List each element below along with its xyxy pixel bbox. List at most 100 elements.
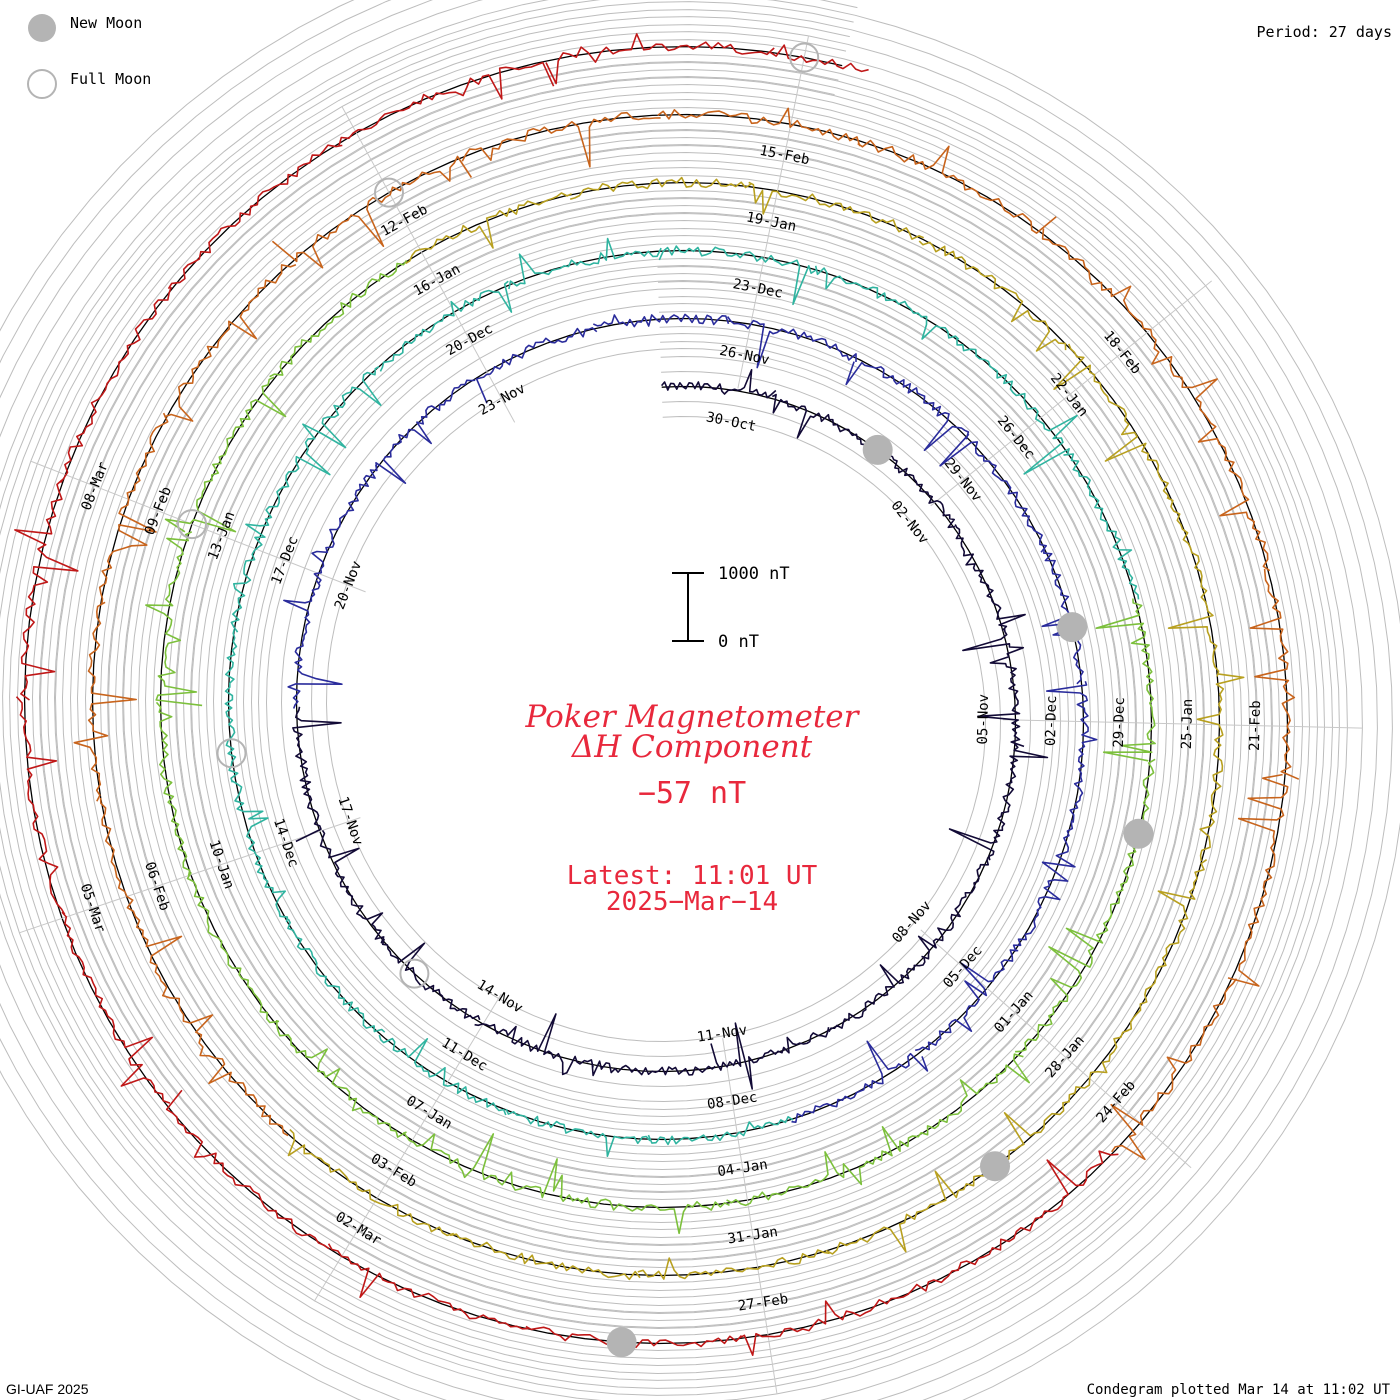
center-title: Poker Magnetometer ΔH Component −57 nT L… <box>525 699 861 917</box>
dh-trace-segment <box>381 938 481 1021</box>
dh-trace-segment <box>748 181 925 240</box>
dh-trace-segment <box>1095 598 1156 762</box>
dh-trace-segment <box>281 365 382 489</box>
dh-trace-segment <box>1015 916 1112 1053</box>
grid-spiral <box>9 31 1304 1360</box>
dh-trace-segment <box>660 369 777 399</box>
dh-trace-segment <box>319 829 385 944</box>
dh-trace-segment <box>993 1029 1129 1166</box>
dh-trace-segment <box>287 918 386 1033</box>
dh-trace-segment <box>569 176 752 200</box>
dh-trace-segment <box>658 245 818 306</box>
scale-bar-top-label: 1000 nT <box>718 564 790 584</box>
dh-trace-segment <box>814 265 960 340</box>
dh-trace-segment <box>918 240 1067 352</box>
magnetometer-traces <box>14 33 1300 1356</box>
dh-trace-segment <box>379 280 513 372</box>
dh-trace-segment <box>1046 680 1098 823</box>
spoke-date-label: 25-Jan <box>1179 699 1196 750</box>
spoke-date-label: 05-Dec <box>940 943 985 992</box>
dh-trace-segment <box>591 1060 716 1077</box>
spoke-date-label: 09-Feb <box>142 485 175 538</box>
dh-trace-segment <box>559 1194 730 1235</box>
dh-trace-segment <box>647 1116 794 1146</box>
spoke-date-label: 02-Nov <box>888 498 932 547</box>
grid-spiral <box>0 16 1319 1375</box>
period-label: Period: 27 days <box>1257 23 1392 41</box>
full-moon-legend-icon <box>27 69 57 99</box>
new-moon-marker <box>606 1327 637 1358</box>
legend: New Moon Full Moon <box>27 14 151 99</box>
dh-trace-segment <box>710 1022 830 1090</box>
new-moon-marker <box>1123 818 1154 849</box>
spoke-date-label: 04-Jan <box>716 1157 768 1180</box>
spoke-date-label: 23-Dec <box>731 276 784 302</box>
dh-trace-segment <box>98 412 169 605</box>
dh-trace-segment <box>99 797 183 986</box>
full-moon-marker <box>374 177 404 208</box>
dh-trace-segment <box>283 579 343 709</box>
spoke-date-label: 08-Nov <box>889 898 934 947</box>
spoke-date-label: 18-Feb <box>1100 328 1144 377</box>
grid-spiral <box>53 75 1259 1315</box>
spoke-date-label: 17-Dec <box>268 534 301 587</box>
scale-bar-bottom-label: 0 nT <box>718 632 759 652</box>
dh-trace-segment <box>162 982 289 1137</box>
dh-trace-segment <box>637 1249 830 1280</box>
dh-trace-segment <box>1012 820 1076 952</box>
new-moon-marker <box>1057 612 1088 643</box>
dh-trace-segment <box>939 433 1047 553</box>
dh-trace-segment <box>164 376 287 533</box>
dh-trace-segment <box>881 1053 1030 1157</box>
dh-trace-segment <box>962 628 1025 748</box>
footer-credit: GI-UAF 2025 <box>6 1381 89 1397</box>
full-moon-marker <box>216 738 247 769</box>
dh-trace-segment <box>292 706 342 843</box>
footer-plotted: Condegram plotted Mar 14 at 11:02 UT <box>1087 1382 1391 1398</box>
date-spoke <box>737 35 810 389</box>
dh-trace-segment <box>1053 343 1170 500</box>
spoke-date-label: 05-Nov <box>975 694 992 745</box>
dh-trace-segment <box>942 1150 1119 1281</box>
date-spoke <box>313 993 502 1302</box>
dh-trace-segment <box>825 1165 999 1255</box>
full-moon-marker <box>789 42 820 73</box>
dh-trace-segment <box>1227 773 1289 987</box>
dh-trace-segment <box>405 192 572 265</box>
scale-bar: 1000 nT 0 nT <box>672 564 790 652</box>
date-spoke <box>930 280 1213 507</box>
dh-trace-segment <box>269 259 408 378</box>
spoke-date-label: 27-Feb <box>737 1291 789 1314</box>
dh-trace-segment <box>461 111 661 168</box>
dh-trace-segment <box>73 601 137 802</box>
dh-trace-segment <box>61 911 171 1104</box>
dh-trace-segment <box>857 139 1057 234</box>
dh-trace-segment <box>474 1013 594 1076</box>
spoke-date-label: 21-Feb <box>1247 700 1264 751</box>
dh-trace-segment <box>15 696 66 915</box>
spoke-date-label: 29-Nov <box>941 455 985 504</box>
new-moon-legend-icon <box>28 14 56 42</box>
spoke-date-label: 14-Nov <box>474 977 526 1017</box>
dh-trace-segment <box>657 107 861 147</box>
dh-trace-segment <box>287 1129 455 1237</box>
dh-trace-segment <box>1125 859 1208 1032</box>
spoke-date-label: 08-Dec <box>706 1089 758 1112</box>
dh-trace-segment <box>327 1243 529 1330</box>
latest-value: −57 nT <box>638 776 746 811</box>
spoke-date-label: 19-Jan <box>745 209 798 235</box>
spoke-date-label: 15-Feb <box>758 143 811 169</box>
dh-trace-segment <box>545 33 775 85</box>
date-spoke <box>30 460 366 593</box>
dh-trace-segment <box>375 379 476 484</box>
full-moon-marker <box>399 958 430 989</box>
dh-trace-segment <box>1110 978 1238 1161</box>
spoke-date-label: 29-Dec <box>1111 697 1128 748</box>
date-spoke <box>722 1038 778 1395</box>
new-moon-legend-label: New Moon <box>70 14 142 32</box>
dh-trace-segment <box>738 1277 947 1356</box>
dh-trace-segment <box>165 1089 330 1250</box>
